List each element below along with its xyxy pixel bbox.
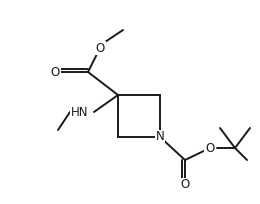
Text: O: O	[50, 65, 60, 79]
Text: O: O	[205, 142, 214, 154]
Text: HN: HN	[71, 105, 89, 119]
Text: O: O	[95, 41, 105, 54]
Text: N: N	[156, 131, 164, 143]
Text: O: O	[180, 178, 190, 192]
